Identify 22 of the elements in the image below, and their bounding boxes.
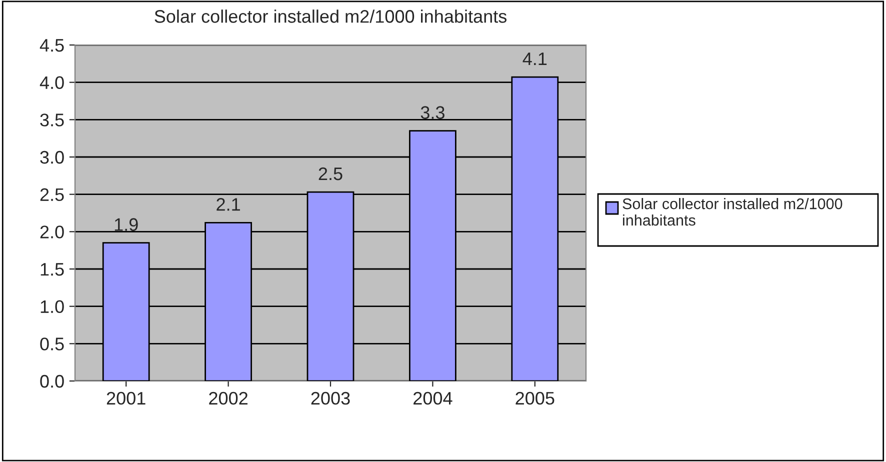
y-tick-label: 1.0: [40, 300, 64, 314]
x-tick-label: 2001: [106, 392, 146, 405]
y-tick-label: 3.0: [40, 150, 64, 164]
y-tick-label: 4.0: [40, 76, 64, 90]
x-tick-label: 2004: [414, 392, 452, 405]
y-tick-label: 1.5: [40, 263, 64, 276]
data-label: 1.9: [114, 218, 138, 231]
y-tick-label: 2.5: [40, 188, 64, 202]
legend-label: Solar collector installed m2/1000 inhabitants: [622, 198, 842, 226]
data-label: 4.1: [522, 52, 547, 66]
y-tick-label: 4.5: [40, 39, 64, 52]
data-label: 2.5: [318, 167, 342, 180]
x-tick-label: 2005: [516, 392, 554, 405]
y-tick-label: 3.5: [40, 114, 64, 126]
y-tick-label: 2.0: [40, 226, 64, 238]
x-tick-label: 2002: [209, 392, 248, 405]
data-label: 3.3: [420, 106, 444, 119]
chart-title: Solar collector installed m2/1000 inhabitants: [154, 10, 507, 23]
y-tick-label: 0.5: [40, 338, 64, 350]
y-tick-label: 0.0: [40, 374, 64, 388]
data-label: 2.1: [216, 198, 240, 211]
x-tick-label: 2003: [311, 392, 350, 405]
